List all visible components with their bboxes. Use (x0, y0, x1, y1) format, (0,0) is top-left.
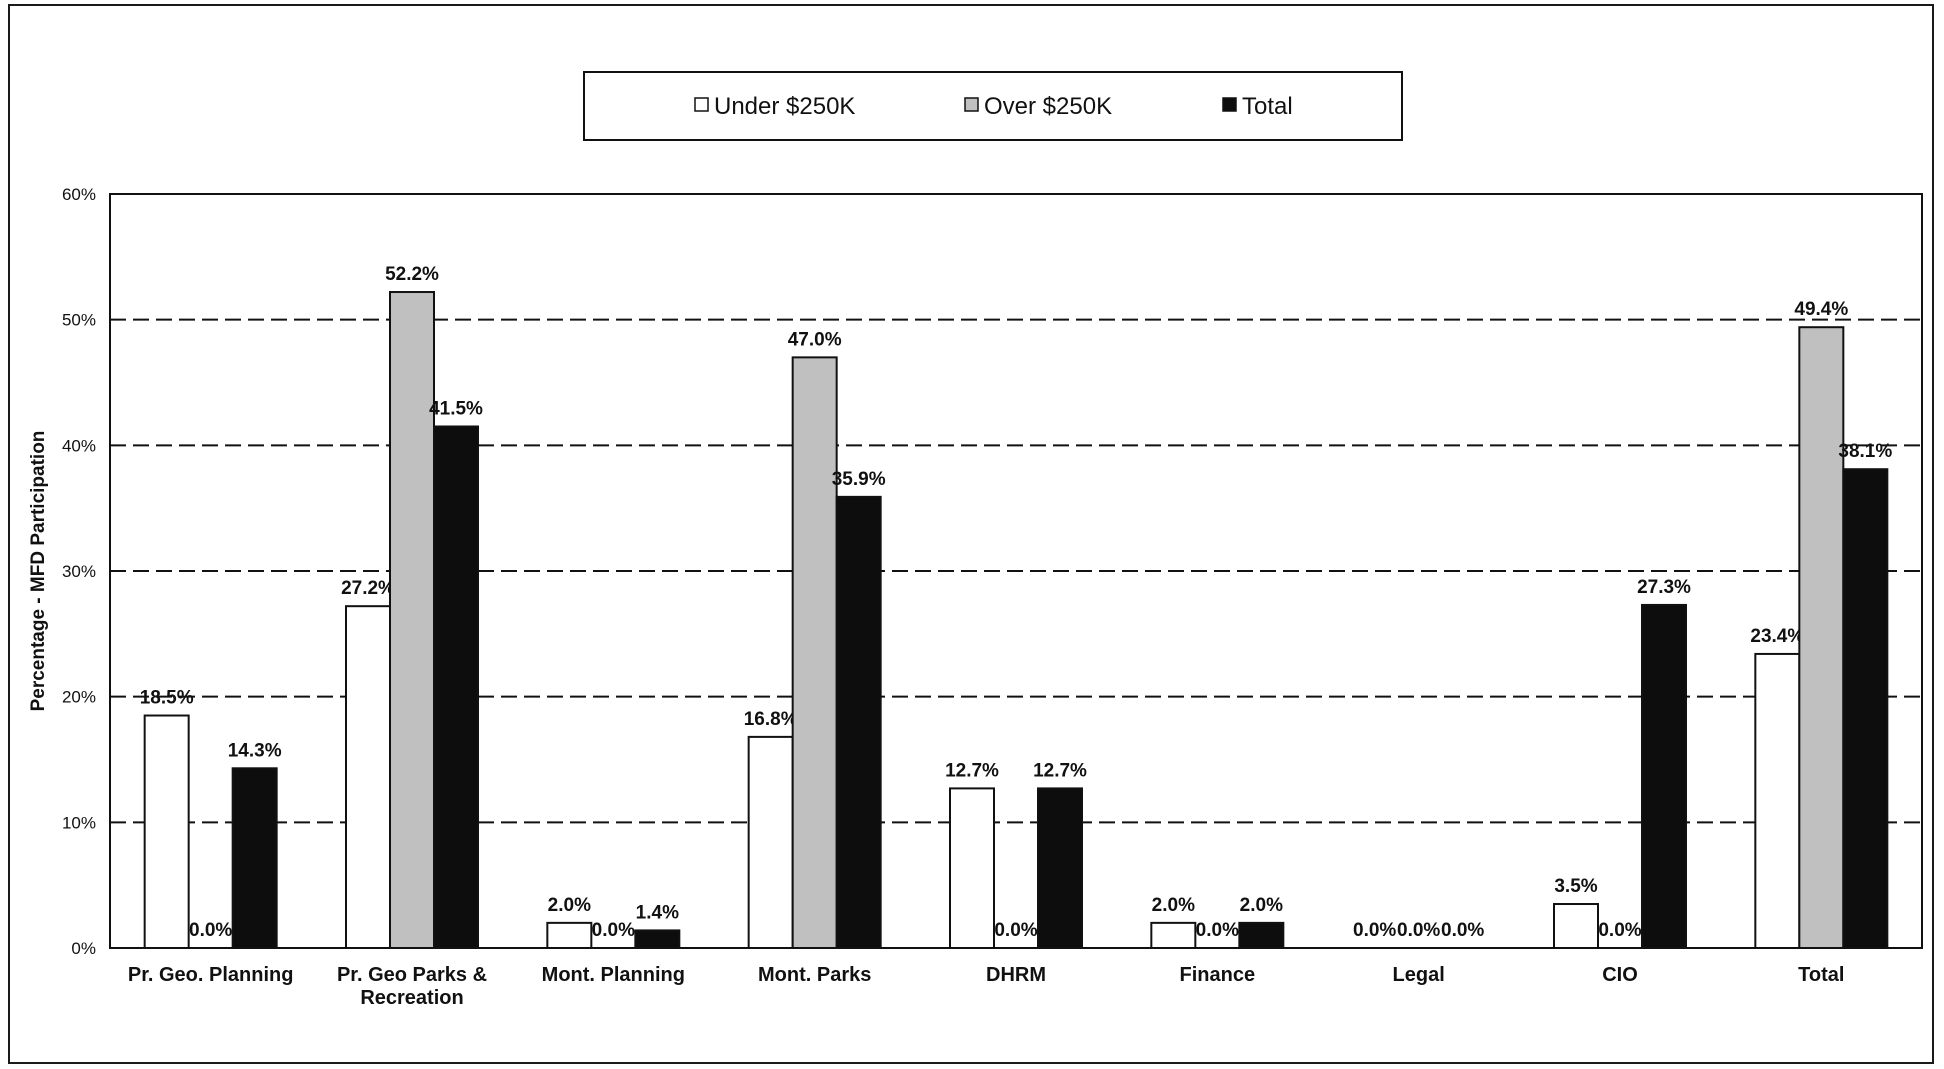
bar (433, 425, 479, 949)
data-label: 14.3% (228, 740, 282, 761)
legend-swatch (694, 97, 709, 112)
data-label: 0.0% (1598, 920, 1641, 941)
x-category-label: Mont. Parks (758, 964, 871, 986)
y-tick-label: 30% (62, 562, 96, 581)
bar (1238, 921, 1285, 949)
data-label: 0.0% (1397, 920, 1440, 941)
data-label: 0.0% (1441, 920, 1484, 941)
data-label: 3.5% (1554, 876, 1597, 897)
data-label: 23.4% (1750, 626, 1804, 647)
data-label: 2.0% (548, 895, 591, 916)
bar (747, 735, 794, 949)
data-label: 49.4% (1794, 299, 1848, 320)
bar (1798, 326, 1845, 949)
data-label: 0.0% (592, 920, 635, 941)
y-tick-label: 50% (62, 311, 96, 330)
bar-chart: 0% 10% 20% 30% 40% 50% 60% 18.5% 27.2% 2.0% 16.8% 1… (28, 71, 1923, 1009)
data-label: 41.5% (429, 398, 483, 419)
bar (1842, 468, 1889, 949)
x-category-label: Pr. Geo Parks & (337, 964, 487, 986)
legend-label: Over $250K (984, 93, 1112, 120)
chart-frame: 0% 10% 20% 30% 40% 50% 60% 18.5% 27.2% 2.0% 16.8% 1… (8, 4, 1934, 1064)
bar (1553, 903, 1599, 949)
data-label: 47.0% (788, 329, 842, 350)
data-label: 35.9% (832, 469, 886, 490)
bar (546, 921, 593, 949)
bar (143, 714, 190, 949)
data-label: 1.4% (636, 902, 679, 923)
x-category-label: Total (1798, 964, 1844, 986)
legend-label: Total (1242, 93, 1293, 120)
data-label: 18.5% (140, 688, 194, 709)
x-category-label: CIO (1602, 964, 1638, 986)
data-label: 2.0% (1152, 895, 1195, 916)
bar (1037, 787, 1083, 949)
bar (389, 291, 435, 949)
data-label: 16.8% (744, 709, 798, 730)
bar (791, 356, 838, 950)
legend (583, 71, 1403, 141)
x-category-label: Finance (1180, 964, 1256, 986)
x-category-label: Mont. Planning (542, 964, 685, 986)
bar (231, 767, 278, 950)
data-label: 27.2% (341, 578, 395, 599)
data-label: 0.0% (189, 920, 232, 941)
data-label: 0.0% (1353, 920, 1396, 941)
bar (949, 787, 995, 949)
data-label: 52.2% (385, 264, 439, 285)
bar (345, 605, 391, 949)
data-label: 12.7% (1033, 760, 1087, 781)
data-label: 38.1% (1838, 441, 1892, 462)
y-tick-label: 20% (62, 688, 96, 707)
bar (1754, 652, 1801, 949)
x-category-label: Legal (1393, 964, 1445, 986)
bar (1150, 921, 1197, 949)
plot-area (109, 193, 1923, 949)
legend-swatch (1222, 97, 1237, 112)
x-category-label: Recreation (360, 987, 463, 1009)
data-label: 12.7% (945, 760, 999, 781)
y-tick-label: 60% (62, 185, 96, 204)
data-label: 27.3% (1637, 577, 1691, 598)
y-tick-label: 10% (62, 813, 96, 832)
data-label: 2.0% (1240, 895, 1283, 916)
x-category-label: Pr. Geo. Planning (128, 964, 294, 986)
data-label: 0.0% (1196, 920, 1239, 941)
y-axis-title: Percentage - MFD Participation (28, 431, 49, 712)
bar (835, 495, 882, 949)
bar (1641, 603, 1687, 949)
bar (634, 929, 681, 950)
y-tick-label: 0% (71, 939, 96, 958)
legend-swatch (964, 97, 979, 112)
legend-label: Under $250K (714, 93, 855, 120)
data-label: 0.0% (994, 920, 1037, 941)
x-category-label: DHRM (986, 964, 1046, 986)
y-tick-label: 40% (62, 436, 96, 455)
